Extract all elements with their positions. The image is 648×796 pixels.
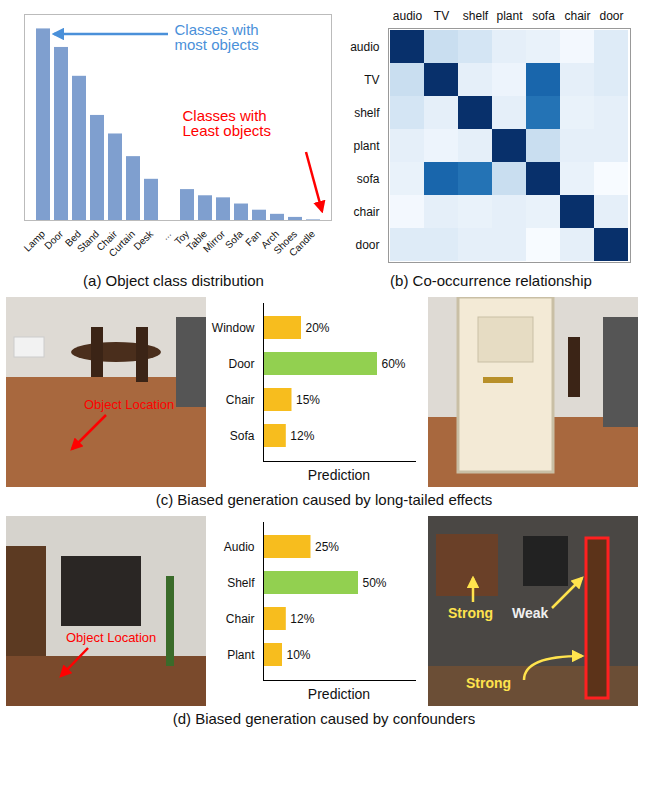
svg-text:Strong: Strong: [448, 605, 493, 621]
svg-text:TV: TV: [364, 73, 379, 87]
svg-text:Table: Table: [184, 228, 210, 253]
svg-text:Sofa: Sofa: [223, 228, 246, 251]
html-text:(c) Biased generation caused b: (c) Biased generation caused by long-tai…: [155, 491, 493, 508]
html-text:(b) Co-occurrence relationship: (b) Co-occurrence relationship: [390, 272, 592, 289]
svg-text:shelf: shelf: [354, 106, 380, 120]
svg-text:Sofa: Sofa: [230, 429, 255, 443]
svg-text:12%: 12%: [290, 429, 314, 443]
svg-text:15%: 15%: [296, 393, 320, 407]
svg-text:audio: audio: [393, 9, 423, 23]
svg-text:plant: plant: [496, 9, 523, 23]
svg-text:Shoes: Shoes: [271, 228, 300, 257]
svg-text:50%: 50%: [363, 576, 387, 590]
svg-text:Stand: Stand: [74, 228, 102, 255]
svg-text:25%: 25%: [315, 540, 339, 554]
svg-text:Classes withLeast objects: Classes withLeast objects: [183, 107, 271, 139]
svg-text:shelf: shelf: [463, 9, 489, 23]
svg-text:10%: 10%: [287, 648, 311, 662]
svg-text:door: door: [355, 238, 379, 252]
svg-text:TV: TV: [434, 9, 449, 23]
svg-text:sofa: sofa: [532, 9, 555, 23]
svg-text:12%: 12%: [290, 612, 314, 626]
svg-text:Object Location: Object Location: [84, 397, 174, 412]
svg-text:Audio: Audio: [224, 540, 255, 554]
svg-text:...: ...: [159, 228, 173, 242]
svg-text:door: door: [599, 9, 623, 23]
svg-text:Arch: Arch: [258, 228, 282, 251]
svg-text:chair: chair: [353, 205, 379, 219]
svg-text:Strong: Strong: [466, 675, 511, 691]
html-text:Prediction: Prediction: [307, 467, 371, 483]
svg-text:Lamp: Lamp: [21, 228, 48, 254]
svg-text:Chair: Chair: [94, 228, 120, 253]
svg-text:Door: Door: [42, 228, 66, 252]
html-text:(a) Object class distribution: (a) Object class distribution: [83, 272, 264, 289]
html-text:(d) Biased generation caused b: (d) Biased generation caused by confound…: [172, 710, 476, 727]
svg-text:Curtain: Curtain: [106, 228, 138, 259]
html-text:Prediction: Prediction: [307, 686, 371, 702]
svg-text:Desk: Desk: [131, 228, 156, 253]
svg-text:plant: plant: [353, 139, 380, 153]
svg-text:Toy: Toy: [172, 228, 192, 247]
svg-text:20%: 20%: [306, 321, 330, 335]
svg-text:Fan: Fan: [243, 228, 264, 249]
svg-text:Object Location: Object Location: [66, 630, 156, 645]
svg-text:chair: chair: [564, 9, 590, 23]
svg-text:sofa: sofa: [357, 172, 380, 186]
svg-text:Bed: Bed: [62, 228, 84, 249]
svg-text:Mirror: Mirror: [200, 228, 228, 255]
svg-text:Candle: Candle: [287, 228, 317, 258]
svg-text:Plant: Plant: [227, 648, 255, 662]
svg-text:Classes withmost objects: Classes withmost objects: [175, 21, 259, 53]
svg-text:Shelf: Shelf: [227, 576, 255, 590]
svg-text:Chair: Chair: [226, 393, 255, 407]
svg-text:Window: Window: [212, 321, 255, 335]
svg-text:Chair: Chair: [226, 612, 255, 626]
svg-text:60%: 60%: [382, 357, 406, 371]
svg-text:audio: audio: [350, 40, 380, 54]
svg-text:Door: Door: [228, 357, 254, 371]
svg-text:Weak: Weak: [512, 605, 549, 621]
